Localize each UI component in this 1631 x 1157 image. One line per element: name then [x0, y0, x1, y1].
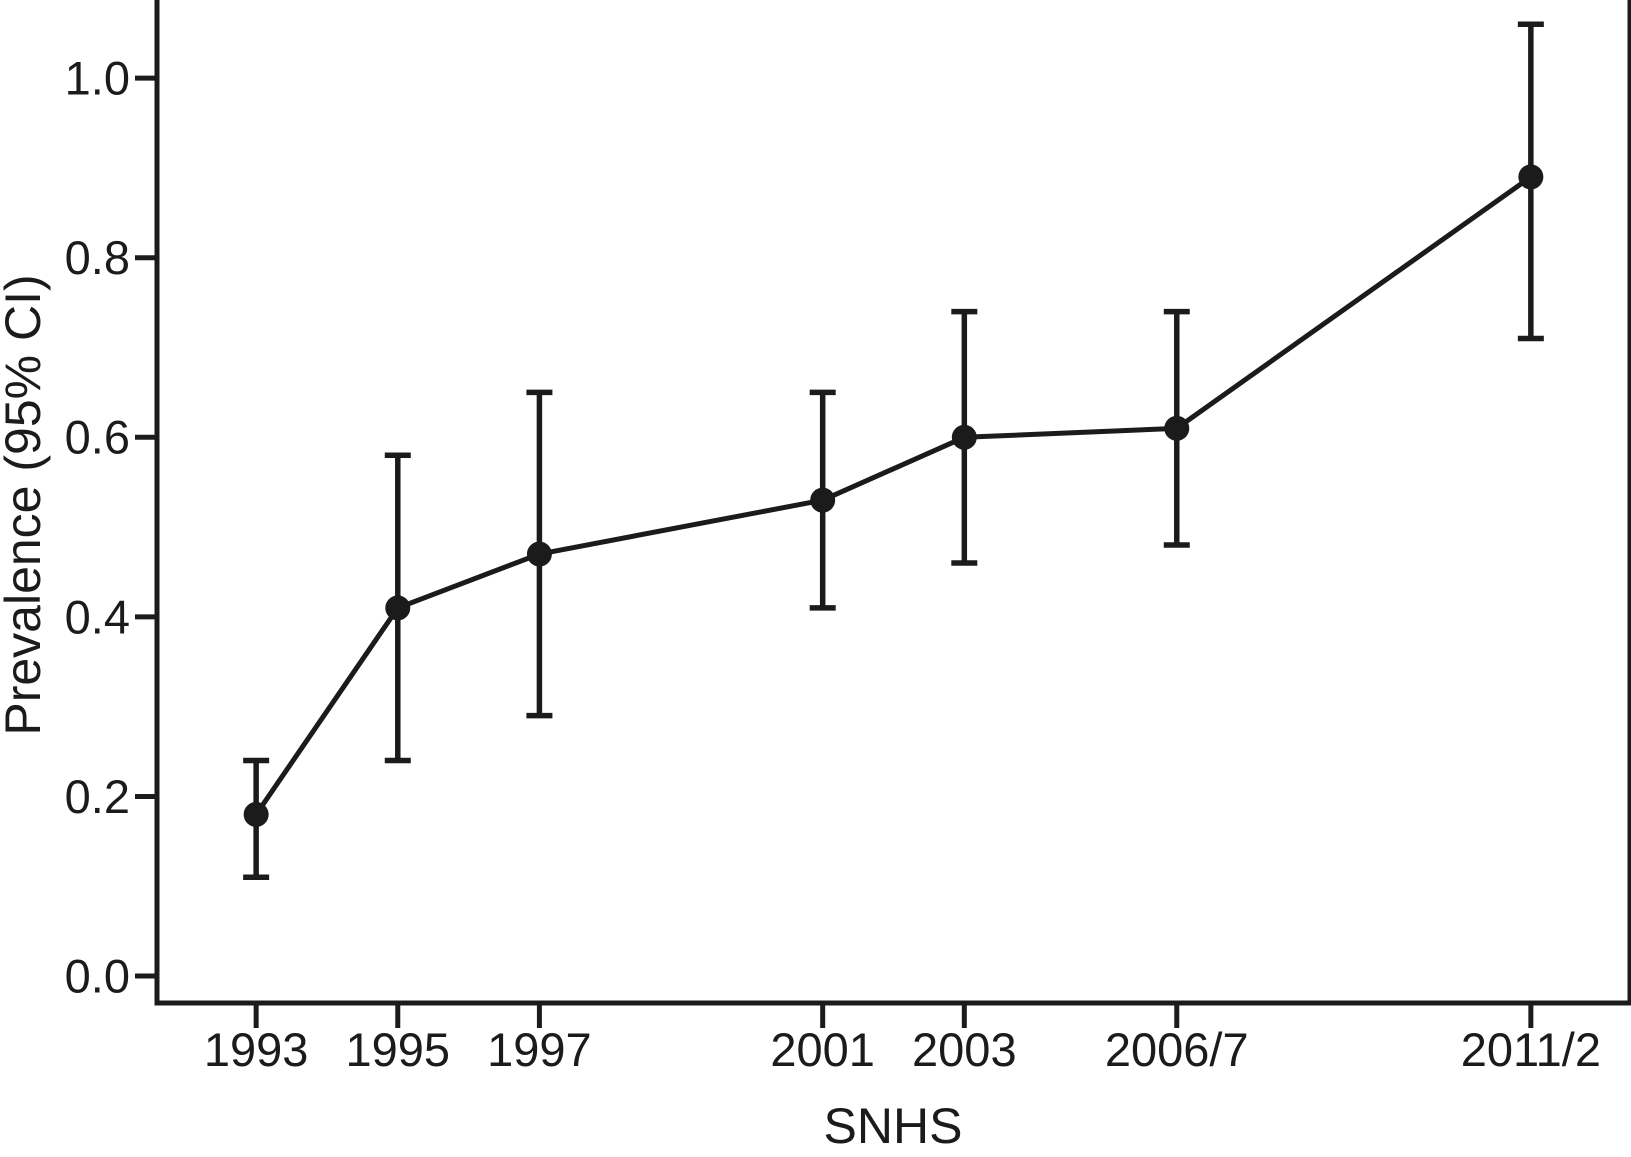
x-tick-label-1993: 1993 [204, 1023, 309, 1076]
y-tick-label-0.2: 0.2 [65, 770, 130, 823]
y-tick-label-0.8: 0.8 [65, 231, 130, 284]
axes-group: 0.0 0.2 0.4 0.6 0.8 1.0 1993 1995 1997 2001 2003 20… [65, 0, 1631, 1076]
series-group [243, 21, 1544, 881]
series-line [253, 174, 1534, 817]
data-point-2001 [810, 487, 836, 513]
y-tick-label-0.0: 0.0 [65, 950, 130, 1003]
data-point-2011/2 [1518, 164, 1544, 190]
y-tick-label-1.0: 1.0 [65, 52, 130, 105]
x-tick-label-2001: 2001 [770, 1023, 875, 1076]
data-point-2006/7 [1164, 415, 1190, 441]
data-point-1993 [243, 801, 269, 827]
x-tick-label-1995: 1995 [345, 1023, 450, 1076]
plot-frame [154, 0, 1631, 1006]
y-axis-title: Prevalence (95% CI) [0, 274, 51, 735]
y-tick-label-0.4: 0.4 [65, 590, 130, 643]
data-point-1997 [526, 541, 552, 567]
x-tick-label-2011/2: 2011/2 [1461, 1023, 1601, 1076]
x-tick-label-2006/7: 2006/7 [1105, 1023, 1249, 1076]
x-tick-label-2003: 2003 [912, 1023, 1017, 1076]
y-tick-label-0.6: 0.6 [65, 411, 130, 464]
x-tick-label-1997: 1997 [487, 1023, 592, 1076]
data-point-2003 [951, 424, 977, 450]
x-axis-title: SNHS [824, 1098, 963, 1154]
data-point-1995 [385, 595, 411, 621]
